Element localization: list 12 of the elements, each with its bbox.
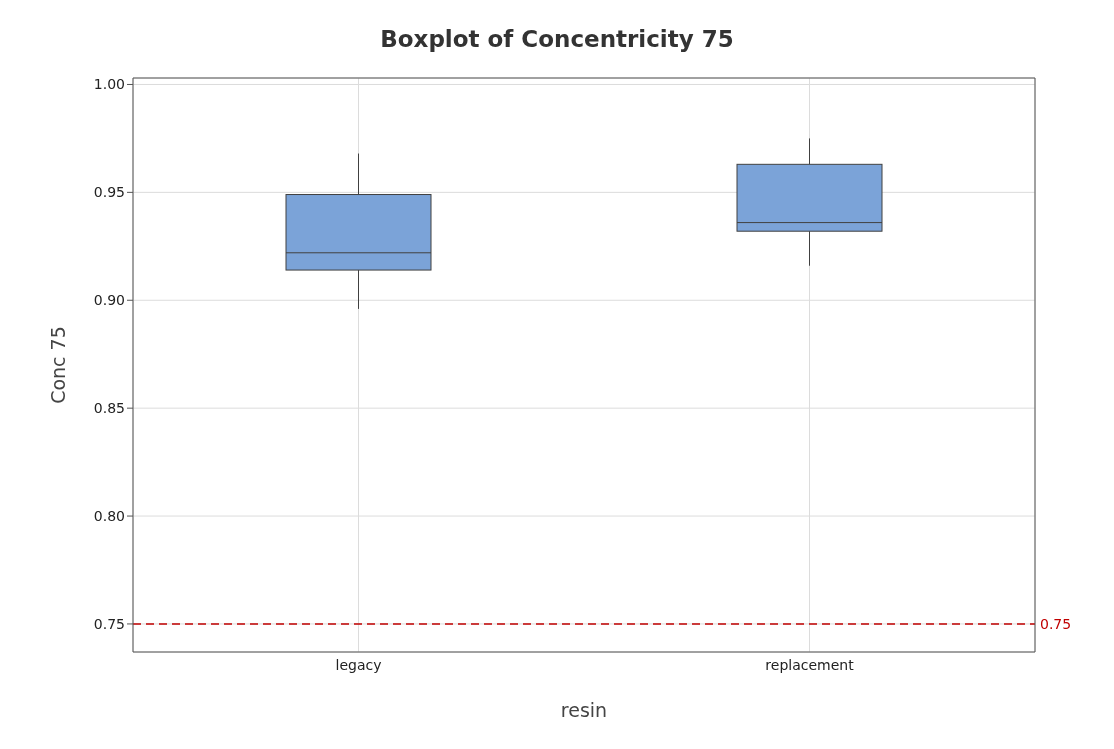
- y-tick-label: 0.85: [93, 400, 125, 417]
- y-axis-title: Conc 75: [46, 326, 69, 404]
- y-tick-label: 0.95: [93, 184, 125, 201]
- y-tick-label: 1.00: [93, 76, 125, 93]
- y-tick-label: 0.80: [93, 508, 125, 525]
- x-axis-title: resin: [560, 699, 608, 722]
- x-tick-label: replacement: [765, 656, 855, 673]
- y-tick-label: 0.75: [93, 615, 125, 632]
- y-tick-label: 0.90: [93, 292, 125, 309]
- x-tick-label: legacy: [335, 656, 382, 673]
- chart-title: Boxplot of Concentricity 75: [379, 26, 735, 54]
- ref-line-label: 0.75: [1040, 615, 1072, 632]
